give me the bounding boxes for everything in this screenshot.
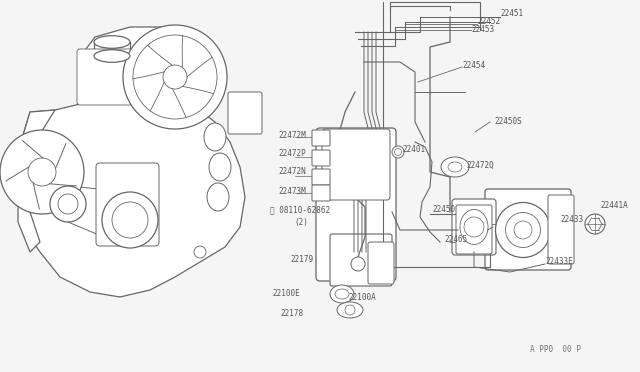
FancyBboxPatch shape — [330, 234, 392, 286]
Circle shape — [345, 305, 355, 315]
FancyBboxPatch shape — [456, 205, 492, 254]
Ellipse shape — [204, 123, 226, 151]
Ellipse shape — [337, 302, 363, 318]
Text: (2): (2) — [294, 218, 308, 228]
Circle shape — [392, 146, 404, 158]
FancyBboxPatch shape — [312, 185, 330, 201]
FancyBboxPatch shape — [94, 42, 130, 56]
Text: 22472M: 22472M — [278, 131, 306, 140]
Circle shape — [123, 25, 227, 129]
Circle shape — [464, 217, 484, 237]
Text: 22472Q: 22472Q — [466, 160, 493, 170]
Text: 22472P: 22472P — [278, 150, 306, 158]
Polygon shape — [80, 27, 215, 107]
FancyBboxPatch shape — [368, 242, 394, 284]
FancyBboxPatch shape — [96, 163, 159, 246]
Polygon shape — [18, 94, 245, 297]
Ellipse shape — [448, 162, 462, 172]
Ellipse shape — [460, 209, 488, 244]
Text: 22401: 22401 — [402, 145, 425, 154]
Text: 22100A: 22100A — [348, 294, 376, 302]
Circle shape — [112, 202, 148, 238]
Circle shape — [102, 192, 158, 248]
FancyBboxPatch shape — [312, 169, 330, 185]
Text: 22178: 22178 — [280, 310, 303, 318]
Ellipse shape — [495, 202, 550, 257]
Ellipse shape — [506, 212, 541, 247]
Text: A PP0  00 P: A PP0 00 P — [530, 346, 581, 355]
Circle shape — [133, 35, 217, 119]
Text: 22451: 22451 — [500, 10, 523, 19]
Circle shape — [394, 148, 401, 155]
Circle shape — [585, 214, 605, 234]
Text: 22100E: 22100E — [272, 289, 300, 298]
FancyBboxPatch shape — [312, 150, 330, 166]
FancyBboxPatch shape — [322, 129, 390, 200]
Text: 22453: 22453 — [471, 25, 494, 33]
Text: 22473M: 22473M — [278, 187, 306, 196]
Text: 22465: 22465 — [444, 235, 467, 244]
Ellipse shape — [94, 36, 130, 48]
Text: 22433: 22433 — [560, 215, 583, 224]
Polygon shape — [18, 110, 55, 252]
Ellipse shape — [94, 50, 130, 62]
Ellipse shape — [441, 157, 469, 177]
Circle shape — [163, 65, 187, 89]
Ellipse shape — [209, 153, 231, 181]
Circle shape — [0, 130, 84, 214]
Circle shape — [50, 186, 86, 222]
Ellipse shape — [207, 183, 229, 211]
Text: 22441A: 22441A — [600, 202, 628, 211]
Text: 22452: 22452 — [477, 17, 500, 26]
Ellipse shape — [514, 221, 532, 239]
FancyBboxPatch shape — [312, 130, 330, 146]
Ellipse shape — [335, 289, 349, 299]
Text: 22450: 22450 — [432, 205, 455, 215]
FancyBboxPatch shape — [77, 49, 213, 105]
Text: 22472N: 22472N — [278, 167, 306, 176]
Text: 22179: 22179 — [290, 256, 313, 264]
FancyBboxPatch shape — [452, 199, 496, 255]
Circle shape — [58, 194, 78, 214]
Circle shape — [351, 257, 365, 271]
FancyBboxPatch shape — [228, 92, 262, 134]
Text: 22450S: 22450S — [494, 118, 522, 126]
Ellipse shape — [330, 285, 354, 303]
FancyBboxPatch shape — [485, 189, 571, 270]
Circle shape — [28, 158, 56, 186]
FancyBboxPatch shape — [548, 195, 574, 264]
Circle shape — [194, 246, 206, 258]
Text: 22433E: 22433E — [545, 257, 573, 266]
Text: Ⓑ 08110-62862: Ⓑ 08110-62862 — [270, 205, 330, 215]
Text: 22454: 22454 — [462, 61, 485, 70]
FancyBboxPatch shape — [316, 128, 396, 281]
